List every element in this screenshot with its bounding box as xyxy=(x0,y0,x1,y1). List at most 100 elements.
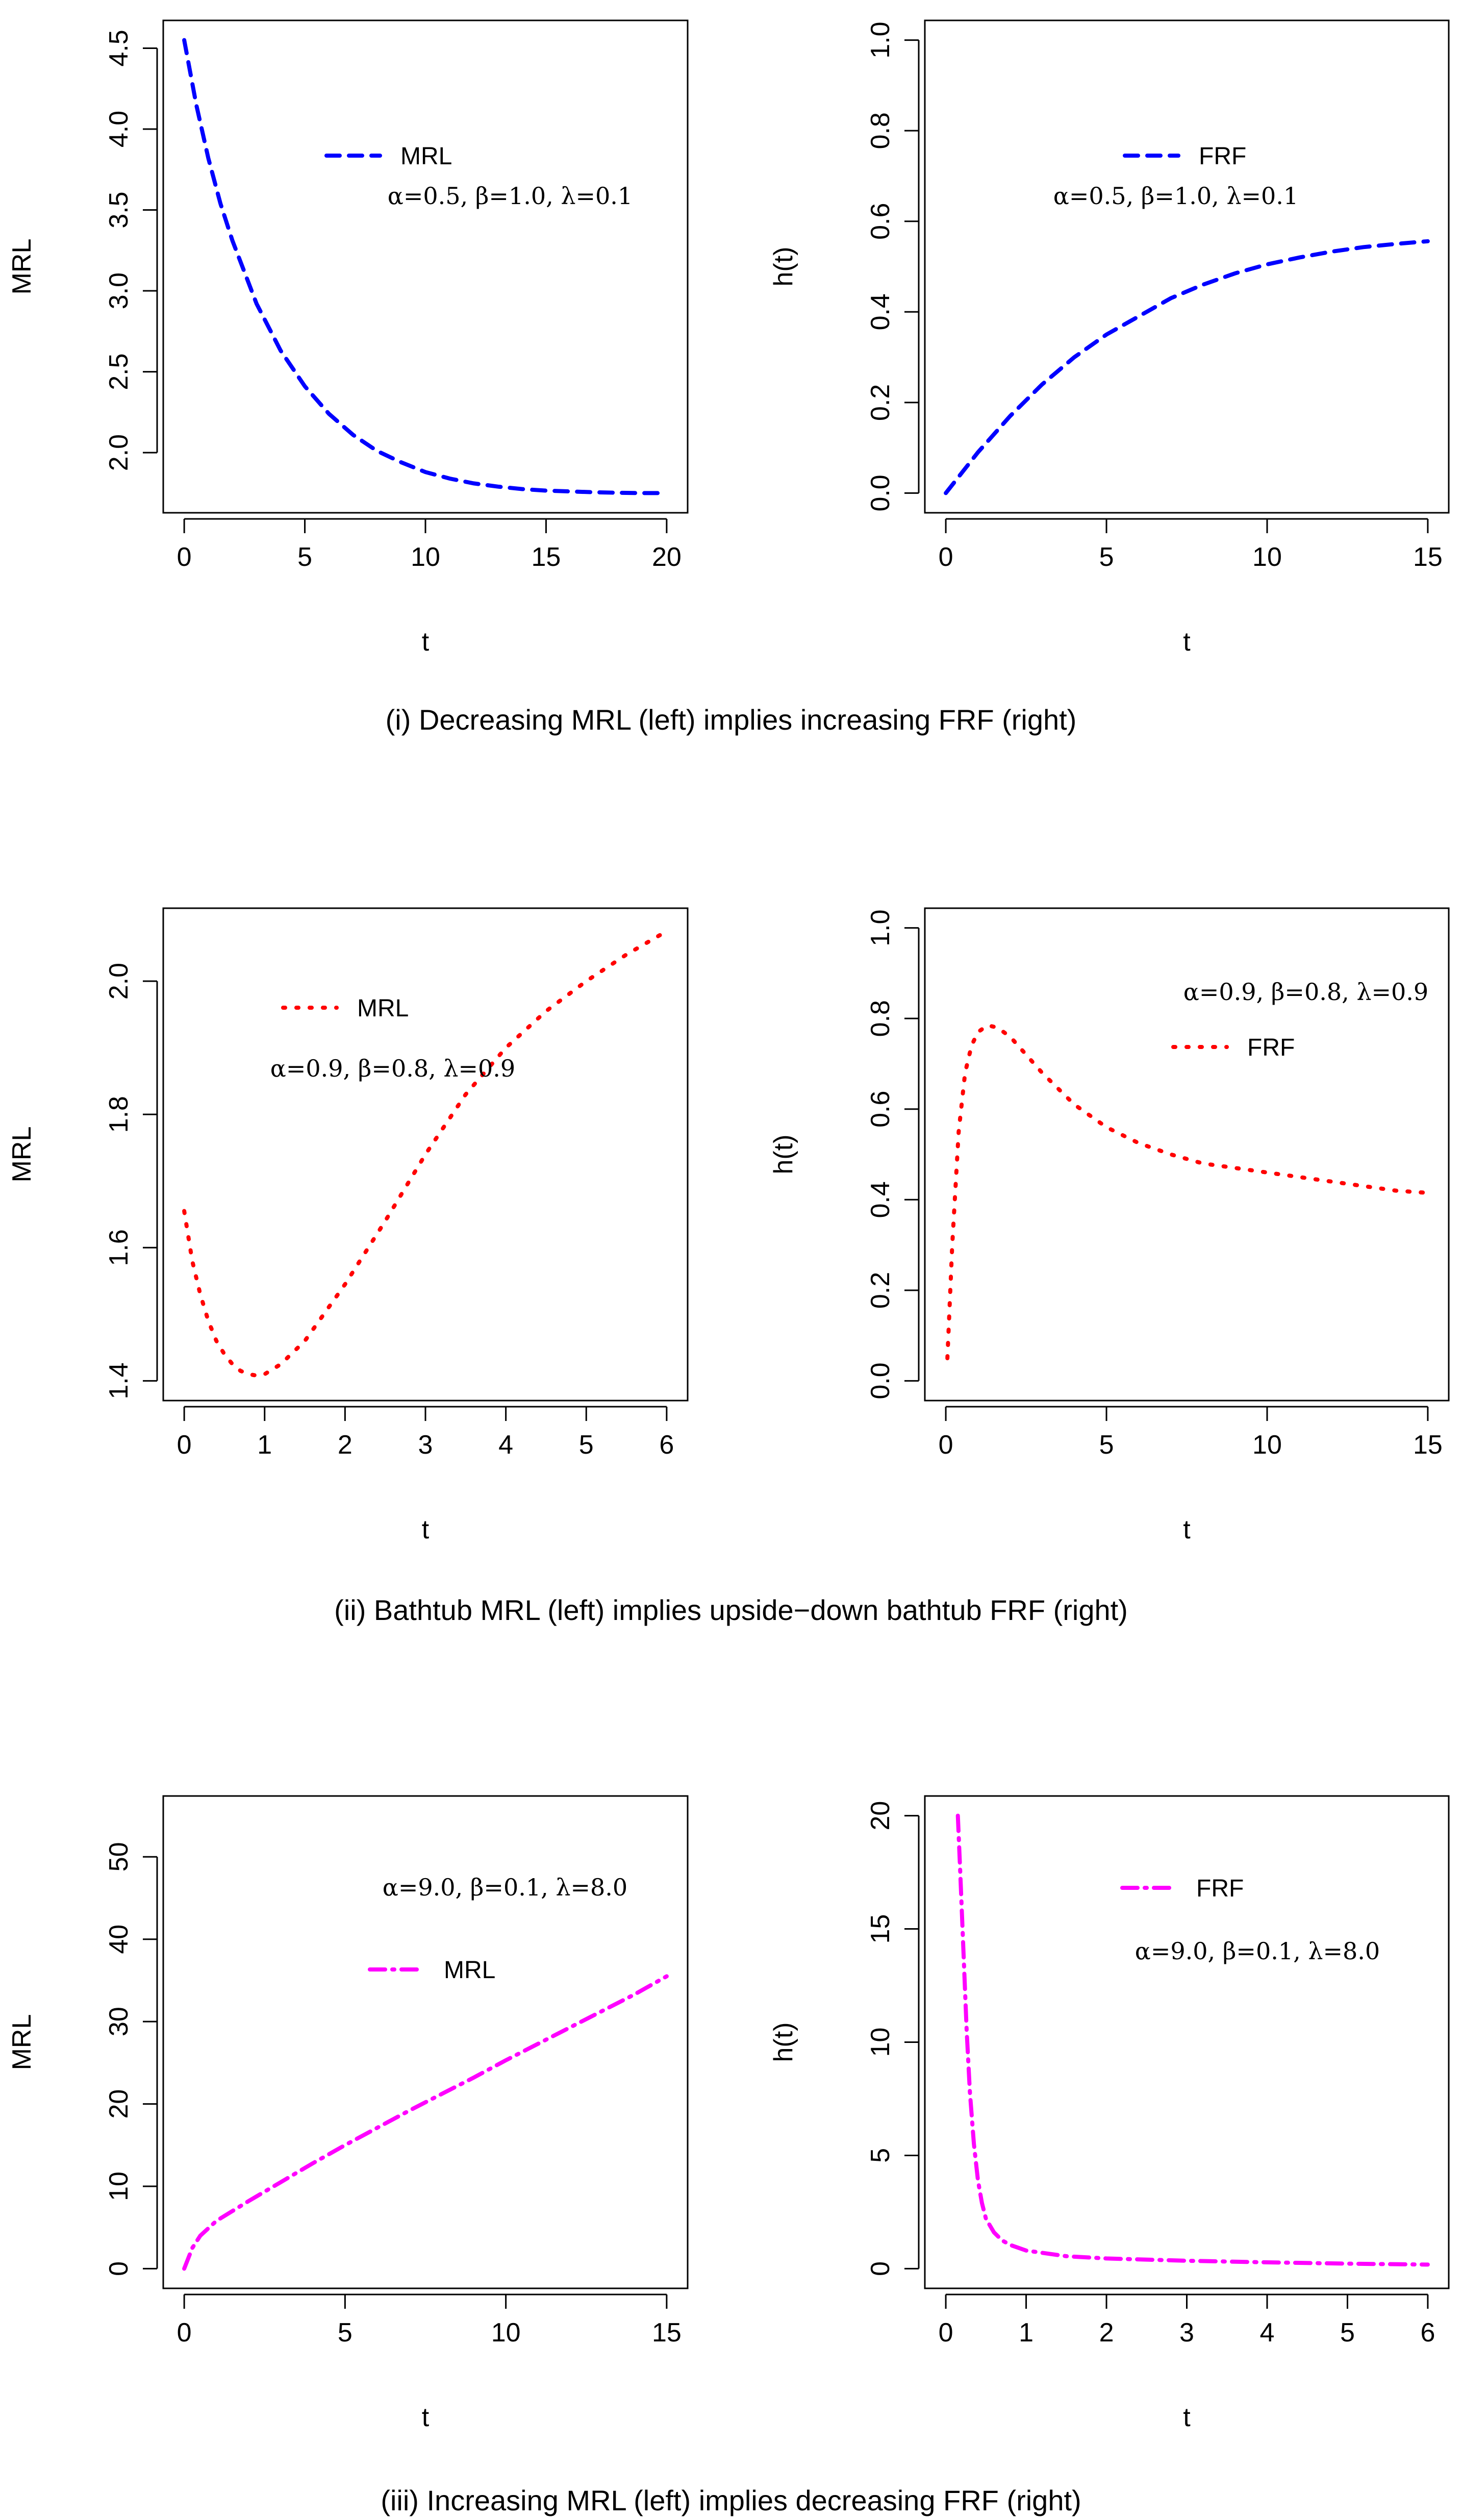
x-tick-label: 6 xyxy=(659,1430,674,1460)
y-tick-label: 0.0 xyxy=(866,1362,895,1399)
panel-ii-right: 0 5 10 15 0.0 0.2 0.4 0.6 0.8 1.0 t h(t) FRF α=0.9, β… xyxy=(769,907,1450,1544)
parameter-annotation: α=0.9, β=0.8, λ=0.9 xyxy=(1183,978,1428,1006)
y-tick-label: 4.5 xyxy=(104,30,134,66)
x-tick-label: 5 xyxy=(297,542,312,572)
x-tick-label: 5 xyxy=(1099,542,1114,572)
x-axis-title: t xyxy=(1183,1515,1191,1544)
y-tick-label: 2.0 xyxy=(104,963,134,1000)
legend-label: MRL xyxy=(357,995,409,1022)
series-line-mrl xyxy=(182,929,669,1378)
x-tick-label: 0 xyxy=(939,2318,953,2348)
y-axis-title: h(t) xyxy=(769,1135,798,1175)
y-tick-label: 10 xyxy=(866,2028,895,2057)
x-tick-label: 2 xyxy=(1099,2318,1114,2348)
legend-label: FRF xyxy=(1247,1034,1295,1061)
panel-i-right: 0 5 10 15 0.0 0.2 0.4 0.6 0.8 1.0 t h(t) FRF α=0.5, β… xyxy=(769,19,1450,657)
x-tick-label: 5 xyxy=(579,1430,594,1460)
x-tick-label: 15 xyxy=(532,542,561,572)
y-tick-label: 1.0 xyxy=(866,909,895,946)
parameter-annotation: α=0.5, β=1.0, λ=0.1 xyxy=(1053,182,1298,210)
panel-ii-left: 0 1 2 3 4 5 6 1.4 1.6 1.8 2.0 t MRL MRL α=0.9, β=0.8, … xyxy=(7,907,689,1544)
legend-label: MRL xyxy=(444,1957,495,1984)
y-tick-label: 30 xyxy=(104,2007,134,2036)
x-tick-label: 15 xyxy=(652,2318,682,2348)
y-tick-label: 0.8 xyxy=(866,112,895,149)
y-tick-label: 0.4 xyxy=(866,293,895,330)
y-tick-label: 1.4 xyxy=(104,1362,134,1399)
x-tick-label: 1 xyxy=(1019,2318,1034,2348)
y-axis-title: MRL xyxy=(7,239,37,295)
x-tick-label: 20 xyxy=(652,542,682,572)
x-tick-label: 10 xyxy=(1252,542,1282,572)
legend-label: FRF xyxy=(1199,143,1246,170)
y-tick-label: 4.0 xyxy=(104,111,134,147)
plot-frame xyxy=(162,19,689,514)
x-tick-label: 0 xyxy=(177,542,192,572)
x-tick-label: 3 xyxy=(1179,2318,1194,2348)
x-axis-title: t xyxy=(1183,2403,1191,2432)
x-tick-label: 15 xyxy=(1413,1430,1443,1460)
y-tick-label: 3.5 xyxy=(104,191,134,228)
x-axis-title: t xyxy=(1183,627,1191,657)
y-tick-label: 0 xyxy=(104,2261,134,2276)
x-tick-label: 0 xyxy=(177,1430,192,1460)
parameter-annotation: α=9.0, β=0.1, λ=8.0 xyxy=(1135,1937,1380,1965)
x-tick-label: 5 xyxy=(1099,1430,1114,1460)
parameter-annotation: α=0.9, β=0.8, λ=0.9 xyxy=(270,1055,515,1082)
y-tick-label: 0.8 xyxy=(866,1000,895,1037)
caption-i: (i) Decreasing MRL (left) implies increa… xyxy=(386,704,1077,736)
series-line-mrl xyxy=(182,1974,669,2271)
x-tick-label: 5 xyxy=(338,2318,352,2348)
y-tick-label: 1.0 xyxy=(866,21,895,58)
caption-iii: (iii) Increasing MRL (left) implies decr… xyxy=(381,2484,1081,2516)
x-tick-label: 3 xyxy=(418,1430,433,1460)
y-tick-label: 20 xyxy=(866,1801,895,1831)
panel-iii-right: 0 1 2 3 4 5 6 0 5 10 15 20 t h(t) FRF α=9.0, β=0.1, λ=8… xyxy=(769,1795,1450,2432)
y-axis-title: h(t) xyxy=(769,2023,798,2062)
y-tick-label: 2.0 xyxy=(104,434,134,471)
x-tick-label: 4 xyxy=(498,1430,513,1460)
x-tick-label: 4 xyxy=(1260,2318,1275,2348)
x-axis-title: t xyxy=(422,1515,430,1544)
y-tick-label: 2.5 xyxy=(104,353,134,390)
y-tick-label: 0.2 xyxy=(866,1272,895,1309)
y-tick-label: 0.4 xyxy=(866,1181,895,1218)
y-tick-label: 0.6 xyxy=(866,203,895,240)
plot-frame xyxy=(924,19,1450,514)
y-tick-label: 3.0 xyxy=(104,272,134,309)
x-tick-label: 15 xyxy=(1413,542,1443,572)
y-axis-title: MRL xyxy=(7,2014,37,2070)
x-tick-label: 10 xyxy=(491,2318,521,2348)
series-line-frf xyxy=(944,239,1430,495)
x-axis-title: t xyxy=(422,627,430,657)
legend-label: MRL xyxy=(400,143,452,170)
y-tick-label: 0.0 xyxy=(866,475,895,511)
caption-ii: (ii) Bathtub MRL (left) implies upside−d… xyxy=(334,1594,1128,1626)
legend-label: FRF xyxy=(1196,1875,1244,1902)
y-tick-label: 20 xyxy=(104,2089,134,2119)
x-tick-label: 0 xyxy=(939,1430,953,1460)
y-tick-label: 50 xyxy=(104,1842,134,1872)
y-tick-label: 40 xyxy=(104,1925,134,1954)
x-tick-label: 10 xyxy=(1252,1430,1282,1460)
x-tick-label: 0 xyxy=(939,542,953,572)
plot-frame xyxy=(162,907,689,1402)
panel-iii-left: 0 5 10 15 0 10 20 30 40 50 t MRL MRL α=9.0, β=0.1, λ=… xyxy=(7,1795,689,2432)
x-tick-label: 6 xyxy=(1420,2318,1435,2348)
y-tick-label: 15 xyxy=(866,1914,895,1944)
plot-frame xyxy=(162,1795,689,2289)
x-tick-label: 1 xyxy=(257,1430,272,1460)
y-tick-label: 0.6 xyxy=(866,1091,895,1128)
y-tick-label: 5 xyxy=(866,2148,895,2163)
series-line-frf xyxy=(955,1813,1430,2267)
parameter-annotation: α=9.0, β=0.1, λ=8.0 xyxy=(383,1874,627,1901)
y-tick-label: 1.8 xyxy=(104,1096,134,1133)
y-tick-label: 0.2 xyxy=(866,384,895,421)
x-tick-label: 5 xyxy=(1340,2318,1355,2348)
plot-frame xyxy=(924,907,1450,1402)
x-tick-label: 2 xyxy=(338,1430,352,1460)
plot-frame xyxy=(924,1795,1450,2289)
x-axis-title: t xyxy=(422,2403,430,2432)
y-axis-title: MRL xyxy=(7,1127,37,1183)
